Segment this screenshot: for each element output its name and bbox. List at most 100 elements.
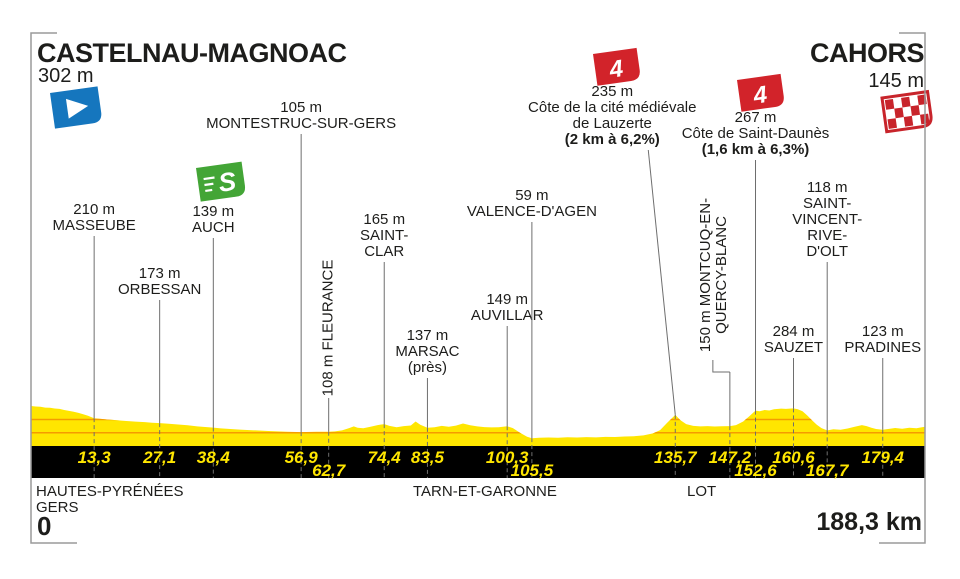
waypoint-label-line: MARSAC — [395, 343, 459, 360]
waypoint-label-line: 149 m — [486, 291, 528, 308]
category-number: 4 — [607, 55, 625, 84]
waypoint-label-line: 59 m — [515, 187, 548, 204]
category-4-flag-lauzerte-icon: 4 — [593, 47, 640, 86]
waypoint-label-line: VALENCE-D'AGEN — [467, 203, 597, 220]
waypoint-label-line: ORBESSAN — [118, 281, 201, 298]
km-marker-83-5: 83,5 — [411, 448, 445, 467]
waypoint-label-line: (près) — [408, 359, 447, 376]
waypoint-label-line: 267 m — [735, 109, 777, 126]
checker-pattern — [884, 94, 930, 129]
waypoint-label-line: Côte de la cité médiévale — [528, 99, 696, 116]
waypoint-label-line: MONTESTRUC-SUR-GERS — [206, 115, 396, 132]
leader-line — [647, 149, 676, 415]
km-marker-100-3: 100,3 — [486, 448, 529, 467]
waypoint-label-line: 165 m — [363, 211, 405, 228]
distance-bar — [31, 446, 925, 478]
km-marker-38-4: 38,4 — [197, 448, 231, 467]
km-marker-56-9: 56,9 — [285, 448, 319, 467]
elevation-profile-area — [31, 406, 925, 446]
waypoint-label-line: D'OLT — [806, 243, 848, 260]
start-town-name: CASTELNAU-MAGNOAC — [37, 38, 347, 68]
flag-shape — [593, 47, 640, 86]
waypoint-fleurance: 108 m FLEURANCE — [320, 260, 337, 478]
frame-left — [30, 32, 77, 544]
flag-shape — [737, 73, 784, 112]
finish-elevation: 145 m — [868, 70, 924, 92]
waypoint-label-line: 105 m — [280, 99, 322, 116]
waypoint-label-line: 173 m — [139, 265, 181, 282]
start-elevation: 302 m — [38, 65, 94, 87]
waypoint-label-line: (2 km à 6,2%) — [565, 131, 660, 148]
waypoint-label-line: MASSEUBE — [52, 217, 135, 234]
leader-elbow — [712, 360, 730, 373]
km-marker-167-7: 167,7 — [806, 461, 850, 480]
waypoint-label-line: 235 m — [591, 83, 633, 100]
flag-shape — [196, 161, 246, 202]
waypoint-label-line: VINCENT- — [792, 211, 862, 228]
km-marker-135-7: 135,7 — [654, 448, 698, 467]
checker-cell — [910, 105, 921, 116]
waypoint-label-line: SAINT- — [803, 195, 851, 212]
km-marker-147-2: 147,2 — [709, 448, 752, 467]
checker-cell — [901, 96, 911, 108]
waypoint-label-line: SAINT- — [360, 227, 408, 244]
total-distance-label: 188,3 km — [816, 508, 922, 536]
department-gers: GERS — [36, 499, 79, 516]
department-tarn-et-garonne: TARN-ET-GARONNE — [413, 483, 557, 500]
finish-town-name: CAHORS — [809, 38, 925, 68]
speed-lines — [203, 176, 215, 193]
waypoint-label-line: AUCH — [192, 219, 235, 236]
checker-cell — [887, 118, 897, 129]
waypoint-label-line: QUERCY-BLANC — [713, 216, 730, 334]
waypoint-label-line: CLAR — [364, 243, 404, 260]
waypoint-label-line: 123 m — [862, 323, 904, 340]
waypoint-label-line: SAUZET — [764, 339, 823, 356]
play-triangle — [65, 98, 89, 119]
waypoint-label-line: Côte de Saint-Daunès — [682, 125, 830, 142]
department-lot: LOT — [687, 483, 717, 500]
checker-cell — [894, 107, 904, 119]
km-marker-160-6: 160,6 — [772, 448, 815, 467]
waypoint-label-line: AUVILLAR — [471, 307, 544, 324]
waypoint-label-line: de Lauzerte — [573, 115, 652, 132]
waypoint-label-line: 139 m — [192, 203, 234, 220]
km-marker-74-4: 74,4 — [368, 448, 402, 467]
checker-cell — [884, 98, 895, 110]
waypoint-label-line: RIVE- — [807, 227, 847, 244]
category-number: 4 — [751, 81, 769, 110]
waypoint-label-line: 150 m MONTCUQ-EN- — [697, 198, 714, 352]
km-marker-62-7: 62,7 — [312, 461, 347, 480]
category-4-flag-saint-daunes-icon: 4 — [737, 73, 784, 112]
sprint-letter: S — [217, 166, 239, 198]
waypoint-label-line: (1,6 km à 6,3%) — [702, 141, 810, 158]
waypoint-label-line: 118 m — [807, 179, 848, 196]
waypoint-label-line: PRADINES — [844, 339, 921, 356]
km-start-label: 0 — [37, 511, 52, 541]
waypoint-label-line: 284 m — [773, 323, 815, 340]
waypoint-label-line: 137 m — [407, 327, 449, 344]
department-hautes-pyrenees: HAUTES-PYRÉNÉES — [36, 483, 184, 500]
waypoint-montcuq-en-quercy-blanc: 150 m MONTCUQ-EN- QUERCY-BLANC — [697, 198, 731, 478]
waypoint-label-line: 108 m FLEURANCE — [320, 260, 337, 397]
km-marker-13-3: 13,3 — [78, 448, 112, 467]
waypoint-label-line: 210 m — [73, 201, 115, 218]
km-marker-27-1: 27,1 — [142, 448, 176, 467]
start-flag-icon — [50, 86, 102, 129]
km-marker-179-4: 179,4 — [861, 448, 904, 467]
checker-cell — [903, 115, 914, 127]
